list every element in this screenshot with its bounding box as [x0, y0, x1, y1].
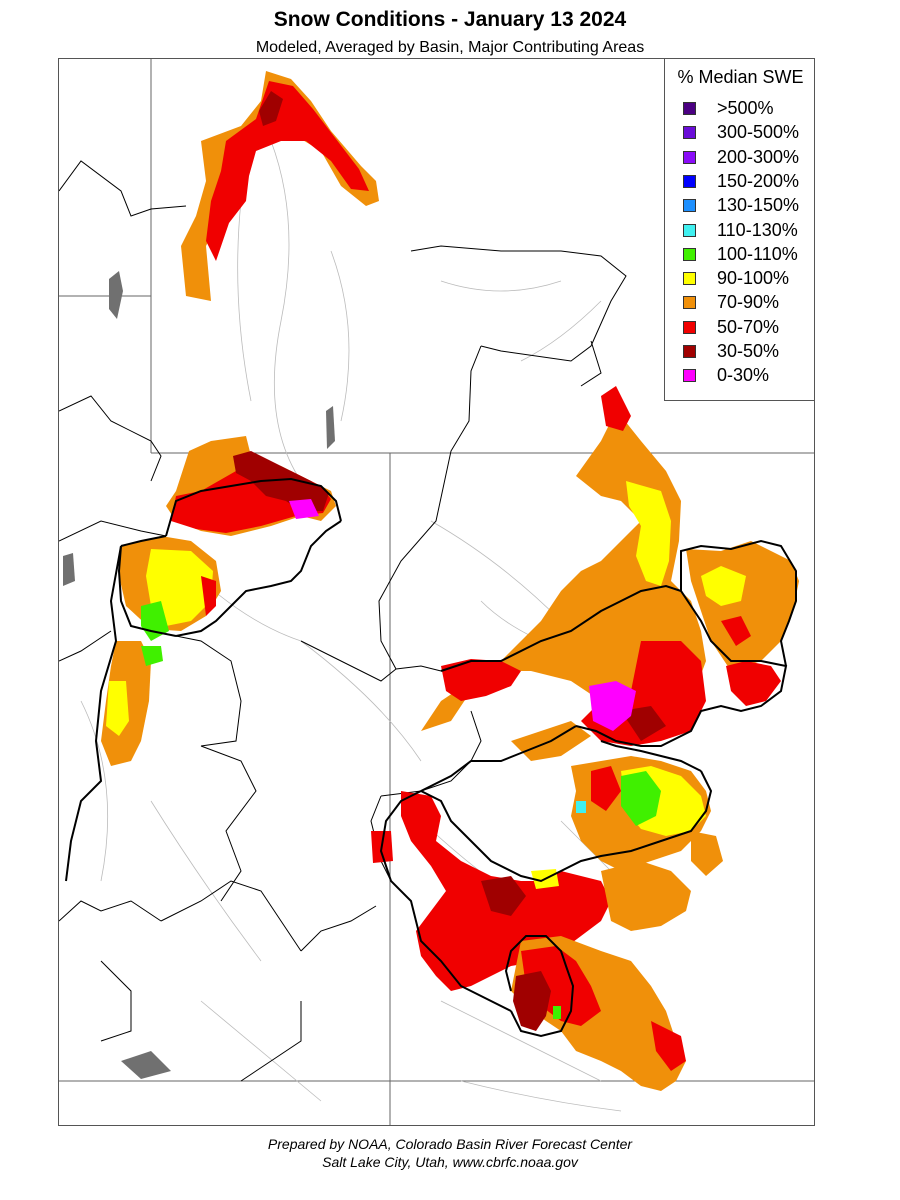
legend-label: 90-100% — [717, 268, 790, 289]
legend-label: 110-130% — [717, 219, 798, 240]
legend-swatch — [683, 247, 696, 261]
legend-swatch — [683, 223, 696, 237]
basin-map-svg — [59, 59, 814, 1125]
legend-swatch — [683, 199, 696, 213]
legend-label: 150-200% — [717, 170, 800, 191]
legend-swatch — [683, 320, 696, 334]
lakes — [63, 271, 776, 1079]
swe-polygons — [101, 71, 799, 1091]
legend-label: >500% — [717, 98, 774, 118]
legend-label: 100-110% — [717, 243, 798, 264]
legend-label: 0-30% — [717, 365, 770, 386]
legend-title: % Median SWE — [677, 67, 804, 87]
footer-credit-line2: Salt Lake City, Utah, www.cbrfc.noaa.gov — [322, 1154, 578, 1170]
major-basin-outlines — [65, 477, 797, 1038]
map-subtitle: Modeled, Averaged by Basin, Major Contri… — [255, 39, 645, 56]
legend: % Median SWE >500% 300-500% 200-300% 150-20… — [664, 58, 815, 401]
legend-swatch — [683, 272, 696, 286]
legend-swatch — [683, 345, 696, 358]
legend-swatch — [683, 296, 696, 310]
legend-swatch — [683, 369, 696, 383]
basin-outlines — [59, 160, 627, 1082]
legend-label: 70-90% — [717, 292, 780, 313]
legend-swatch — [683, 150, 696, 164]
legend-label: 50-70% — [717, 316, 780, 337]
state-boundaries — [59, 59, 814, 1125]
legend-swatch — [683, 174, 696, 188]
legend-label: 130-150% — [717, 195, 800, 216]
map-title: Snow Conditions - January 13 2024 — [273, 8, 627, 31]
legend-swatch — [683, 102, 696, 115]
legend-label: 30-50% — [717, 341, 780, 361]
legend-swatch — [683, 126, 696, 140]
footer-credit-line1: Prepared by NOAA, Colorado Basin River F… — [267, 1136, 633, 1152]
legend-label: 200-300% — [717, 146, 800, 167]
legend-label: 300-500% — [717, 122, 800, 143]
